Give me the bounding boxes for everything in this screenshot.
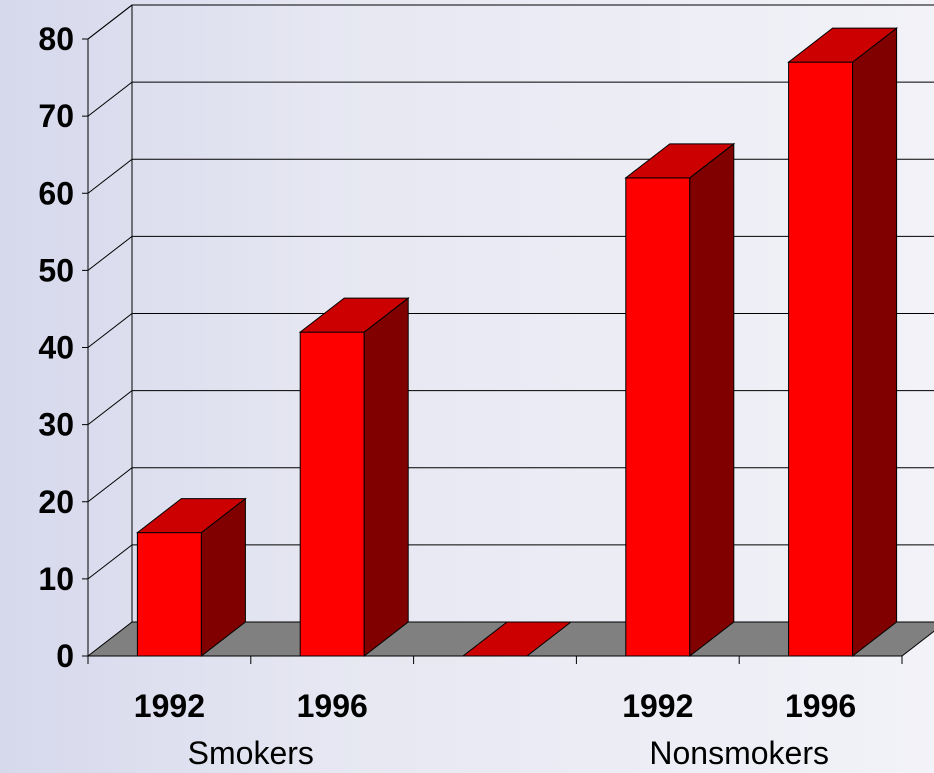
bar-front xyxy=(299,331,365,657)
x-tick-label: 1996 xyxy=(297,688,368,724)
bar-side xyxy=(363,297,409,658)
group-label: Nonsmokers xyxy=(649,735,829,771)
group-label: Smokers xyxy=(188,735,314,771)
bar-top xyxy=(298,297,410,333)
gridline-side xyxy=(87,313,133,348)
bar-4 xyxy=(624,142,736,658)
y-tick-label: 30 xyxy=(38,407,74,443)
x-axis-ticks: 1992 1996 1992 1996 xyxy=(134,688,856,724)
bar-1 xyxy=(135,497,247,658)
y-axis-ticks: 0 10 20 30 40 50 60 70 80 xyxy=(38,21,88,674)
group-labels: Smokers Nonsmokers xyxy=(188,735,829,771)
gridline-side xyxy=(87,390,133,426)
gridline-side xyxy=(87,235,133,271)
bar-top xyxy=(624,143,736,179)
y-tick-label: 40 xyxy=(38,330,74,366)
y-tick-label: 80 xyxy=(38,21,74,57)
y-tick-label: 0 xyxy=(56,638,74,674)
y-tick-label: 20 xyxy=(38,484,74,520)
bar-side xyxy=(689,142,735,658)
gridline-side xyxy=(87,4,133,40)
y-tick-label: 50 xyxy=(38,252,74,288)
y-tick-label: 70 xyxy=(38,98,74,134)
bars xyxy=(135,27,899,658)
gridline-side xyxy=(87,544,133,580)
x-tick-label: 1996 xyxy=(785,688,856,724)
bar-front xyxy=(136,532,202,657)
gridline-side xyxy=(87,467,133,503)
x-tick-label: 1992 xyxy=(622,688,693,724)
bar-2 xyxy=(298,297,410,658)
y-tick-label: 10 xyxy=(38,561,74,597)
bar-side xyxy=(852,27,898,658)
bar-front xyxy=(625,177,691,657)
gridline-side xyxy=(87,158,133,194)
x-tick-label: 1992 xyxy=(134,688,205,724)
bar-top xyxy=(787,27,899,63)
bar-front xyxy=(788,61,854,657)
bar-top xyxy=(135,498,247,534)
bar-5 xyxy=(787,27,899,658)
y-tick-label: 60 xyxy=(38,175,74,211)
gridline-side xyxy=(87,81,133,117)
